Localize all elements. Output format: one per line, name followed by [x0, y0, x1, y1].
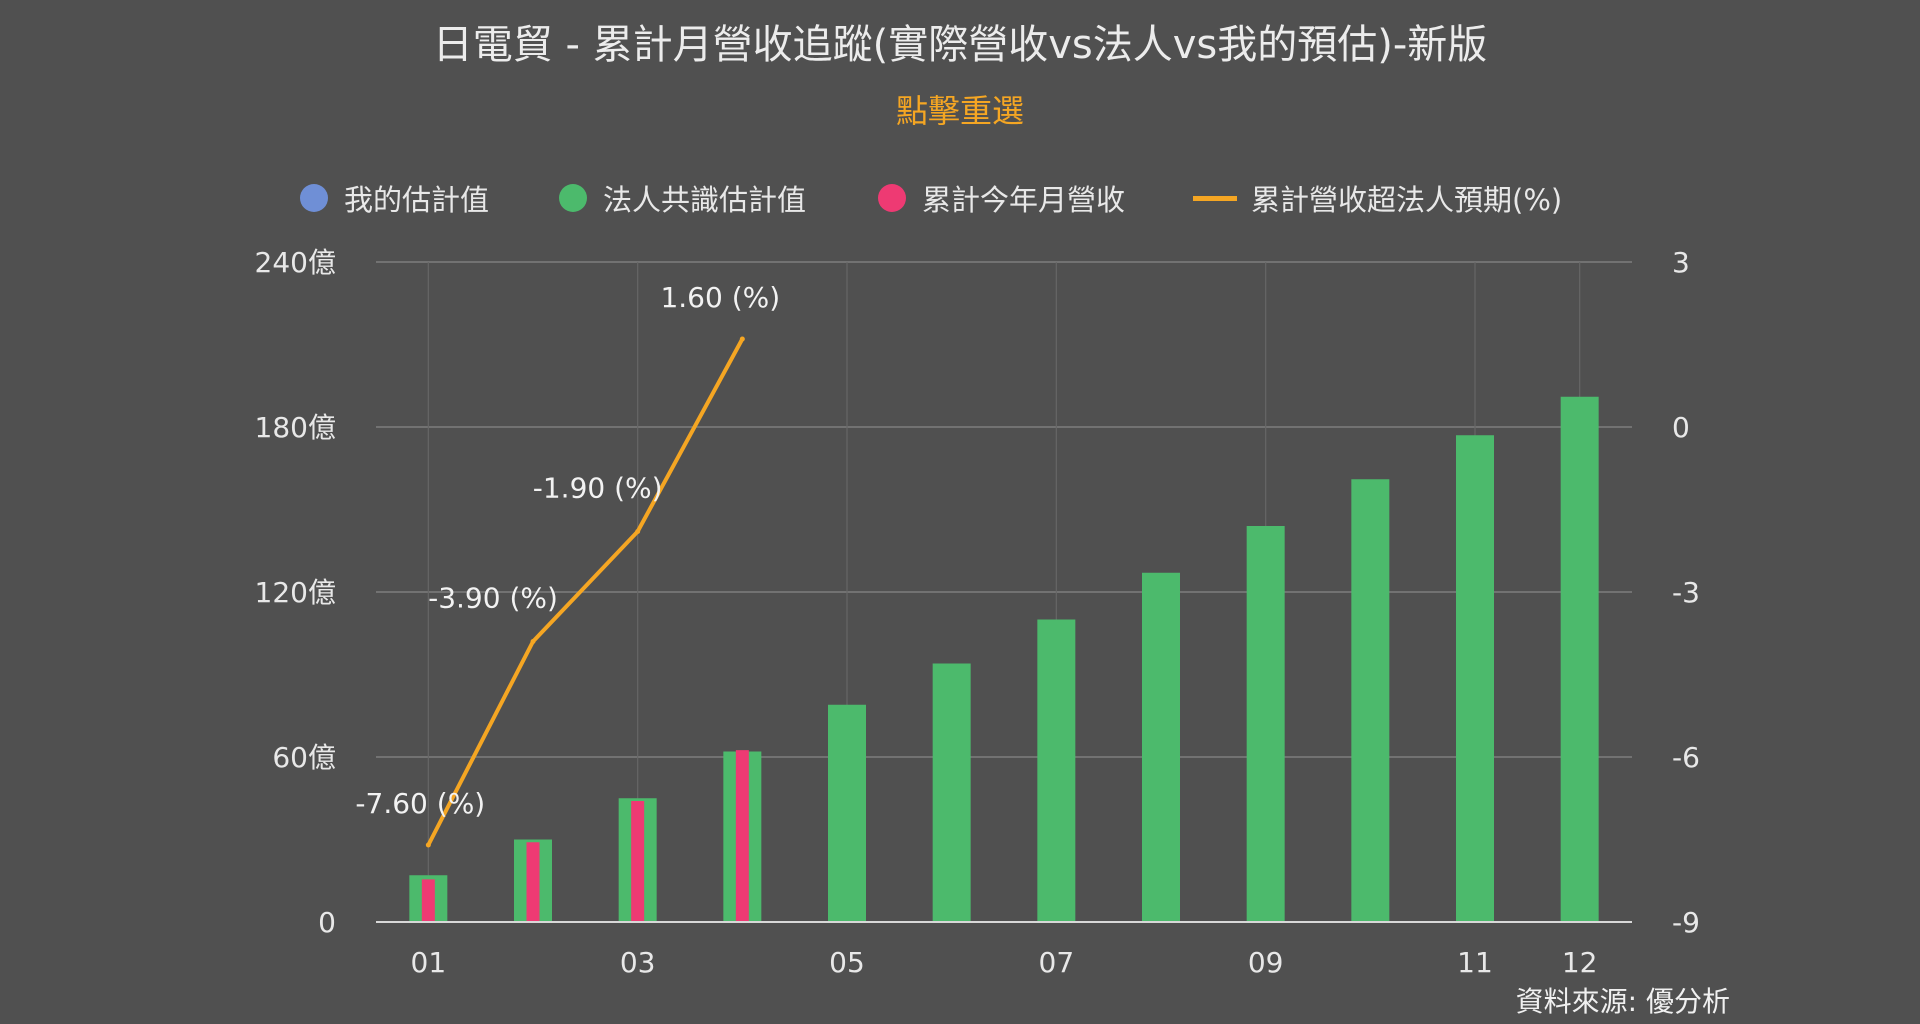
bar-actual: [735, 750, 749, 922]
bar-actual: [526, 842, 540, 922]
x-tick-label: 05: [829, 946, 865, 979]
y-right-tick-label: 0: [1672, 411, 1690, 444]
line-excess-point: [635, 529, 641, 534]
line-excess-point: [425, 842, 431, 848]
legend-excess-line-icon: [1193, 195, 1238, 201]
line-data-label: -3.90 (%): [428, 582, 558, 615]
bar-consensus: [1456, 435, 1494, 922]
y-right-tick-label: -9: [1672, 906, 1700, 939]
line-series: [425, 336, 745, 848]
y-right-tick-label: -6: [1672, 741, 1700, 774]
x-tick-label: 11: [1457, 946, 1493, 979]
bar-consensus: [1246, 526, 1285, 922]
line-excess-series: [426, 338, 745, 846]
bar-consensus: [1560, 396, 1599, 922]
x-tick-label: 09: [1248, 946, 1284, 979]
y-left-tick-label: 120億: [255, 576, 336, 609]
x-tick-label: 07: [1039, 946, 1075, 979]
x-tick-label: 12: [1562, 946, 1598, 979]
legend-excess-label: 累計營收超法人預期(%): [1251, 183, 1563, 217]
legend-actual-label: 累計今年月營收: [922, 183, 1126, 217]
bar-series: [409, 396, 1599, 922]
y-right-tick-label: -3: [1672, 576, 1700, 609]
x-tick-label: 03: [620, 946, 656, 979]
data-labels: -7.60 (%) -3.90 (%) -1.90 (%) 1.60 (%): [355, 281, 780, 820]
bar-consensus: [1037, 619, 1076, 922]
y-left-tick-label: 180億: [255, 411, 336, 444]
line-data-label: -7.60 (%): [355, 787, 485, 820]
chart-legend: 我的估計值 法人共識估計值 累計今年月營收 累計營收超法人預期(%): [300, 178, 1562, 218]
grid-lines: [376, 261, 1632, 923]
legend-my-estimate-label: 我的估計值: [344, 183, 490, 217]
legend-item-my-estimate[interactable]: 我的估計值: [300, 177, 489, 219]
line-data-label: 1.60 (%): [660, 281, 780, 314]
line-excess-point: [530, 639, 536, 644]
legend-my-estimate-dot-icon: [300, 184, 328, 212]
legend-consensus-dot-icon: [559, 184, 588, 212]
line-data-label: -1.90 (%): [533, 472, 663, 505]
line-excess-point: [739, 336, 745, 342]
legend-item-excess[interactable]: 累計營收超法人預期(%): [1193, 177, 1562, 219]
legend-item-actual[interactable]: 累計今年月營收: [878, 177, 1125, 219]
data-source: 資料來源: 優分析: [1515, 985, 1730, 1018]
y-left-tick-label: 240億: [255, 246, 336, 279]
bar-consensus: [932, 663, 971, 922]
legend-actual-dot-icon: [878, 184, 907, 212]
x-tick-label: 01: [411, 946, 447, 979]
y-left-tick-label: 60億: [272, 741, 336, 774]
bar-consensus: [1351, 479, 1390, 922]
bar-consensus: [1142, 572, 1180, 922]
bar-consensus: [828, 704, 866, 922]
bar-actual: [421, 879, 435, 922]
reset-selection-button[interactable]: 點擊重選: [895, 92, 1024, 130]
legend-consensus-label: 法人共識估計值: [603, 183, 807, 217]
bar-actual: [631, 801, 645, 922]
legend-item-consensus[interactable]: 法人共識估計值: [559, 177, 806, 219]
y-left-tick-label: 0: [318, 906, 336, 939]
y-right-tick-label: 3: [1672, 246, 1690, 279]
chart-title: 日電貿 - 累計月營收追蹤(實際營收vs法人vs我的預估)-新版: [432, 22, 1488, 68]
